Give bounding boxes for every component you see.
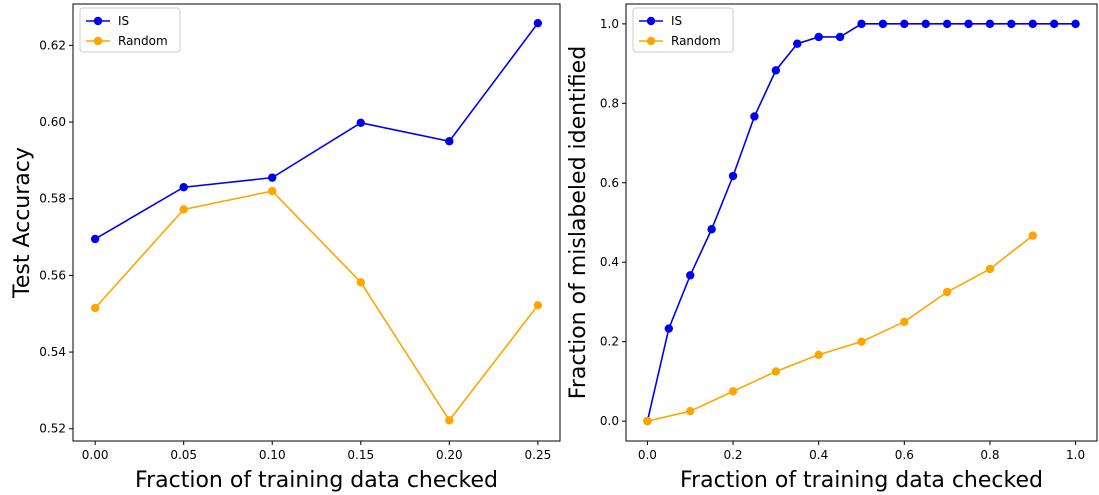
data-point-random [356,278,365,287]
data-point-is [664,324,674,333]
data-point-is [728,171,738,181]
legend-label-random: Random [671,34,721,48]
data-point-is [750,112,759,121]
y-tick-label: 0.6 [600,176,619,190]
x-axis-label: Fraction of training data checked [135,468,498,493]
data-point-random [1028,231,1037,240]
data-point-random [179,205,188,214]
data-point-is [942,19,952,29]
data-point-is [771,66,781,75]
data-point-is [533,18,543,28]
data-point-is [814,32,823,42]
x-tick-label: 0.6 [895,448,914,462]
x-axis-label: Fraction of training data checked [680,468,1043,493]
legend-marker-is [93,16,103,26]
y-tick-label: 0.56 [39,268,66,282]
series-line-random [94,190,539,422]
plot-frame [625,3,1098,442]
series-line-random [647,234,1034,422]
data-point-is [985,19,995,29]
data-point-is [356,118,365,128]
data-point-random [268,186,277,196]
x-tick-label: 0.8 [980,448,999,462]
data-point-random [857,337,866,346]
x-tick-label: 0.05 [170,448,197,462]
mislabeled-identified-chart: 0.0 0.2 0.4 0.6 0.8 1.0 0.0 0.2 0.4 0.6 0.8 1.0 Frac… [566,3,1098,493]
data-point-random [533,301,543,310]
legend-label-is: IS [118,14,129,28]
legend-label-random: Random [118,34,168,48]
legend-label-is: IS [671,14,682,28]
legend-marker-random [646,36,656,46]
series-line-is [94,22,539,240]
data-point-is [445,137,454,146]
x-tick-label: 0.0 [638,448,657,462]
data-point-random [728,387,738,396]
data-point-is [878,19,888,29]
y-tick-label: 0.52 [39,422,66,436]
data-point-random [643,416,652,426]
data-point-random [942,287,952,297]
data-point-is [1007,19,1016,29]
y-tick-label: 0.58 [39,192,66,206]
y-tick-label: 0.8 [600,96,619,110]
legend-marker-is [646,16,656,26]
x-tick-label: 0.00 [82,448,109,462]
data-point-is [857,19,866,29]
y-tick-label: 0.2 [600,335,619,349]
data-point-random [814,350,823,359]
x-tick-label: 0.25 [525,448,552,462]
data-point-random [90,303,100,313]
data-point-random [686,407,695,416]
y-tick-label: 0.62 [39,38,66,52]
y-tick-label: 1.0 [600,17,619,31]
data-point-random [985,264,995,274]
legend: IS Random [632,7,734,53]
data-point-random [771,367,781,376]
data-point-random [900,317,909,327]
data-point-is [707,225,716,234]
x-tick-label: 0.2 [723,448,742,462]
legend: IS Random [79,7,181,53]
data-point-random [445,416,454,425]
y-tick-label: 0.4 [600,255,619,269]
data-point-is [90,234,100,244]
data-point-is [835,32,845,42]
x-tick-label: 0.4 [809,448,828,462]
data-point-is [686,271,695,280]
y-tick-label: 0.60 [39,115,66,129]
test-accuracy-chart: 0.00 0.05 0.10 0.15 0.20 0.25 0.52 0.54 0.56 0.58… [10,3,561,493]
data-point-is [921,19,930,29]
data-point-is [900,19,909,29]
data-point-is [1071,19,1080,29]
x-tick-label: 0.10 [259,448,286,462]
y-axis-label: Test Accuracy [10,147,35,299]
data-point-is [793,39,802,48]
data-point-is [964,19,973,29]
data-point-is [268,173,277,182]
y-axis-label: Fraction of mislabeled identified [566,46,591,399]
data-point-is [179,183,188,192]
data-point-is [1028,19,1037,29]
data-point-is [1049,19,1059,29]
x-tick-label: 0.15 [347,448,374,462]
y-tick-label: 0.54 [39,345,66,359]
y-tick-label: 0.0 [600,414,619,428]
plot-frame [72,3,561,442]
series-line-is [646,23,1076,422]
legend-marker-random [93,36,103,46]
x-tick-label: 1.0 [1066,448,1085,462]
x-tick-label: 0.20 [436,448,463,462]
